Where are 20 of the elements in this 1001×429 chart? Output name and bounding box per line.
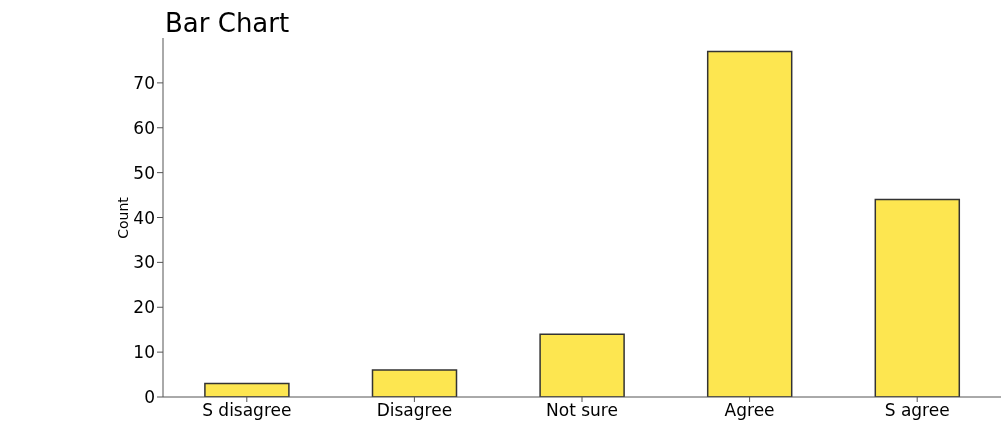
- bar: [874, 198, 961, 397]
- y-tick-label: 60: [133, 117, 155, 138]
- y-tick-label: 10: [133, 342, 155, 363]
- x-tick-label: S agree: [884, 400, 950, 421]
- bar: [204, 382, 290, 397]
- y-tick-label: 50: [133, 162, 155, 183]
- y-axis-title: Count: [115, 197, 132, 239]
- x-tick-label: Disagree: [376, 400, 453, 421]
- x-tick-label: Not sure: [546, 400, 618, 421]
- x-tick-label: S disagree: [202, 400, 292, 421]
- bar: [539, 333, 625, 397]
- y-tick-label: 20: [133, 297, 155, 318]
- y-tick-label: 40: [133, 207, 155, 228]
- y-tick-label: 70: [133, 72, 155, 93]
- x-tick-label: Agree: [724, 400, 775, 421]
- y-tick-label: 30: [133, 252, 155, 273]
- bar: [371, 369, 458, 397]
- chart-title: Bar Chart: [165, 8, 290, 38]
- bar: [706, 50, 793, 397]
- y-tick-label: 0: [144, 387, 155, 408]
